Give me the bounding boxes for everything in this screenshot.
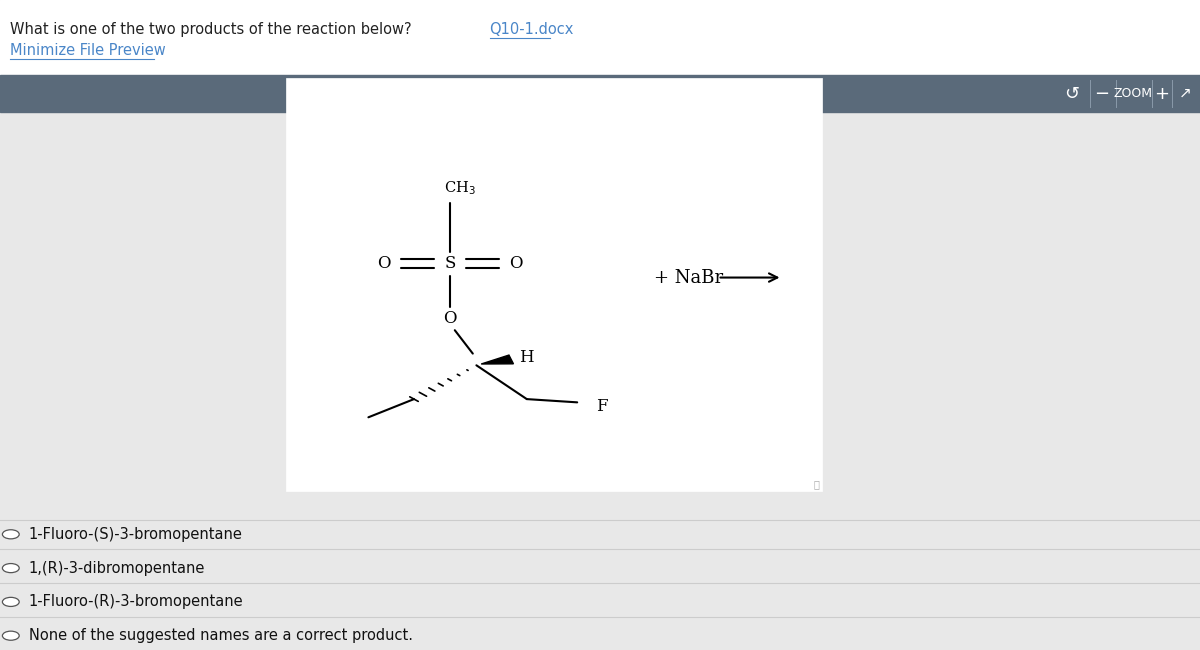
Text: O: O [377, 255, 391, 272]
Text: What is one of the two products of the reaction below?: What is one of the two products of the r… [10, 21, 412, 37]
Text: F: F [596, 398, 608, 415]
Text: ZOOM: ZOOM [1114, 87, 1152, 100]
Text: H: H [520, 349, 534, 366]
Text: + NaBr: + NaBr [654, 268, 724, 287]
Bar [0, 75, 1200, 112]
Text: +: + [1154, 84, 1169, 103]
Text: ↗: ↗ [1180, 86, 1192, 101]
Circle shape [2, 597, 19, 606]
Text: 1,(R)-3-dibromopentane: 1,(R)-3-dibromopentane [29, 560, 205, 576]
Text: O: O [509, 255, 523, 272]
Text: CH$_3$: CH$_3$ [444, 179, 475, 198]
Text: Q10-1.docx: Q10-1.docx [490, 21, 574, 37]
Circle shape [2, 530, 19, 539]
Text: Minimize File Preview: Minimize File Preview [10, 43, 166, 58]
Bar [0, 0, 1200, 75]
Text: 1-Fluoro-(S)-3-bromopentane: 1-Fluoro-(S)-3-bromopentane [29, 526, 242, 542]
Text: −: − [1094, 84, 1109, 103]
Text: ⤢: ⤢ [814, 479, 820, 489]
Text: ↺: ↺ [1064, 84, 1079, 103]
Bar [286, 78, 822, 491]
Polygon shape [481, 355, 514, 364]
Circle shape [2, 631, 19, 640]
Text: None of the suggested names are a correct product.: None of the suggested names are a correc… [29, 628, 413, 644]
Text: O: O [443, 310, 457, 327]
Text: 1-Fluoro-(R)-3-bromopentane: 1-Fluoro-(R)-3-bromopentane [29, 594, 244, 610]
Circle shape [2, 564, 19, 573]
Text: S: S [444, 255, 456, 272]
